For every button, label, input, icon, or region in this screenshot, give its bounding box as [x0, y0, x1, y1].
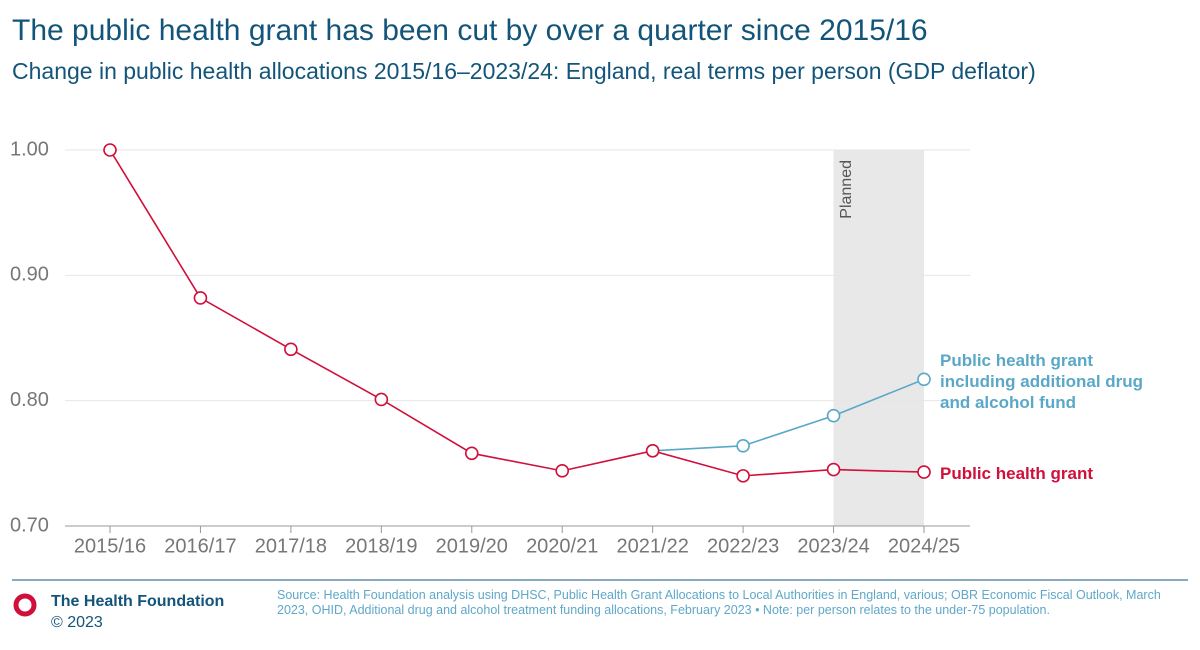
planned-label: Planned — [838, 160, 855, 219]
organisation: The Health Foundation — [51, 593, 225, 610]
y-tick-label: 0.80 — [10, 389, 49, 411]
series-line — [109, 149, 925, 477]
planned-region — [833, 150, 924, 526]
x-tick-label: 2016/17 — [164, 535, 236, 557]
x-tick-label: 2015/16 — [74, 535, 146, 557]
y-tick-label: 0.70 — [10, 514, 49, 536]
chart-subtitle: Change in public health allocations 2015… — [12, 58, 1036, 84]
chart-title: The public health grant has been cut by … — [12, 14, 928, 47]
point-marker — [917, 465, 931, 479]
y-tick-label: 0.90 — [10, 264, 49, 286]
point-marker — [374, 392, 389, 407]
point-marker — [284, 342, 298, 357]
y-tick-label: 1.00 — [10, 138, 49, 160]
x-tick-label: 2017/18 — [255, 535, 327, 557]
x-tick-label: 2022/23 — [707, 535, 779, 557]
copyright: © 2023 — [51, 614, 103, 631]
point-marker — [645, 443, 660, 458]
source-note: Source: Health Foundation analysis using… — [277, 588, 1161, 617]
series-label: Public health grant including additional… — [940, 351, 1144, 412]
logo — [13, 593, 37, 617]
point-marker — [736, 469, 750, 483]
x-tick-label: 2019/20 — [436, 535, 508, 557]
series-label: Public health grant — [940, 464, 1094, 483]
x-tick-label: 2023/24 — [797, 535, 869, 557]
x-tick-label: 2018/19 — [345, 535, 417, 557]
point-marker — [555, 464, 570, 478]
point-marker — [464, 446, 479, 461]
series-line — [652, 378, 925, 452]
x-tick-label: 2024/25 — [888, 535, 960, 557]
x-tick-label: 2020/21 — [526, 535, 598, 557]
point-marker — [826, 408, 841, 423]
point-marker — [917, 372, 931, 387]
point-marker — [193, 291, 208, 305]
point-marker — [736, 438, 750, 453]
x-tick-label: 2021/22 — [617, 535, 689, 557]
point-marker — [103, 143, 117, 157]
point-marker — [826, 462, 841, 477]
